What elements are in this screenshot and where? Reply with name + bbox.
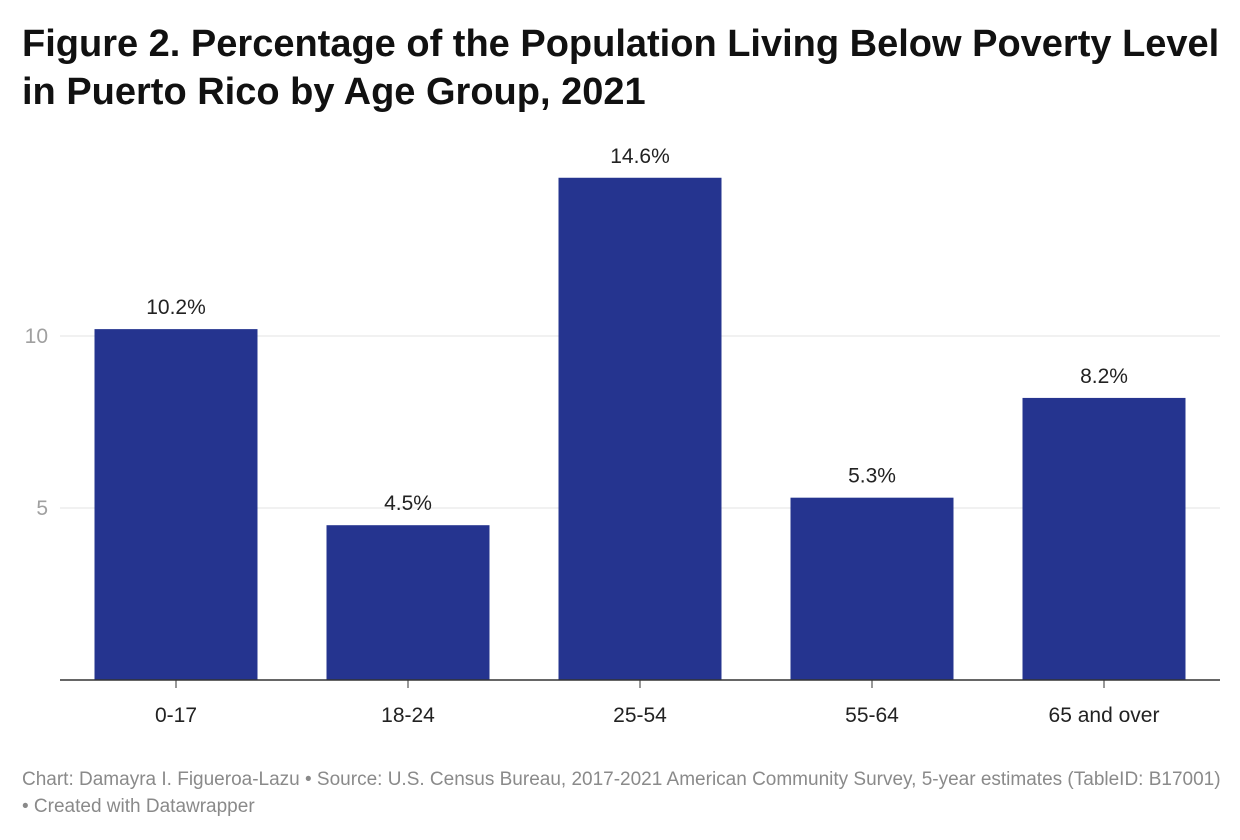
value-labels: 10.2% 4.5% 14.6% 5.3% 8.2%: [146, 145, 1128, 515]
bar-value-label: 5.3%: [848, 465, 896, 488]
x-axis-ticks: 0-17 18-24 25-54 55-64 65 and over: [155, 680, 1159, 727]
y-tick-label: 10: [25, 325, 48, 348]
bar-chart: 5 10 10.2% 4.5% 14.6% 5.3% 8.2% 0-17 18-24 25-5…: [25, 145, 1220, 727]
x-tick-label: 0-17: [155, 704, 197, 727]
bar-value-label: 14.6%: [610, 145, 670, 168]
y-tick-label: 5: [36, 497, 48, 520]
bar: [558, 177, 722, 680]
bar-value-label: 10.2%: [146, 296, 206, 319]
bars: [94, 177, 1186, 680]
x-tick-label: 25-54: [613, 704, 667, 727]
x-tick-label: 55-64: [845, 704, 899, 727]
bar-value-label: 4.5%: [384, 492, 432, 515]
x-tick-label: 65 and over: [1049, 704, 1160, 727]
x-tick-label: 18-24: [381, 704, 435, 727]
bar: [790, 497, 954, 680]
bar: [94, 329, 258, 680]
bar: [1022, 397, 1186, 680]
bar-value-label: 8.2%: [1080, 365, 1128, 388]
bar: [326, 525, 490, 680]
chart-title: Figure 2. Percentage of the Population L…: [22, 23, 1220, 113]
chart-footer: Chart: Damayra I. Figueroa-Lazu • Source…: [22, 769, 1221, 817]
